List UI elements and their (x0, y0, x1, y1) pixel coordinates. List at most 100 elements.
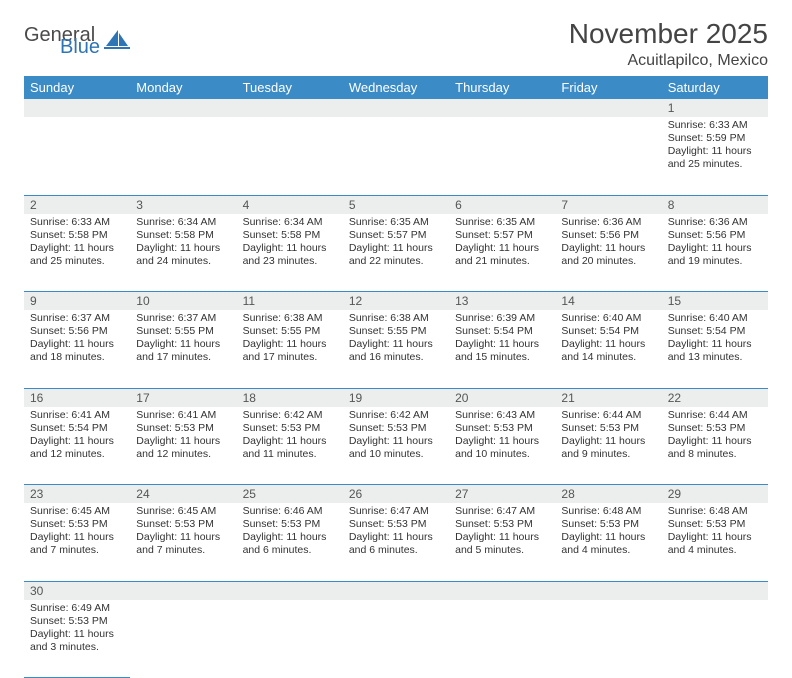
day-cell: Sunrise: 6:44 AMSunset: 5:53 PMDaylight:… (662, 407, 768, 485)
day-cell: Sunrise: 6:40 AMSunset: 5:54 PMDaylight:… (555, 310, 661, 388)
day-cell: Sunrise: 6:36 AMSunset: 5:56 PMDaylight:… (662, 214, 768, 292)
day-cell: Sunrise: 6:34 AMSunset: 5:58 PMDaylight:… (130, 214, 236, 292)
weekday-header: Monday (130, 76, 236, 99)
day-cell: Sunrise: 6:33 AMSunset: 5:58 PMDaylight:… (24, 214, 130, 292)
day-number-row: 2345678 (24, 195, 768, 214)
day-cell: Sunrise: 6:41 AMSunset: 5:53 PMDaylight:… (130, 407, 236, 485)
day-cell (555, 117, 661, 195)
sail-icon (104, 28, 130, 55)
day-cell: Sunrise: 6:36 AMSunset: 5:56 PMDaylight:… (555, 214, 661, 292)
week-row: Sunrise: 6:37 AMSunset: 5:56 PMDaylight:… (24, 310, 768, 388)
day-number-row: 23242526272829 (24, 485, 768, 504)
day-number: 8 (662, 195, 768, 214)
day-number: 11 (237, 292, 343, 311)
day-number: 9 (24, 292, 130, 311)
day-cell: Sunrise: 6:42 AMSunset: 5:53 PMDaylight:… (237, 407, 343, 485)
day-cell (449, 600, 555, 678)
day-number (343, 581, 449, 600)
day-number-row: 1 (24, 99, 768, 117)
day-number: 1 (662, 99, 768, 117)
day-cell (449, 117, 555, 195)
day-number: 24 (130, 485, 236, 504)
day-number (662, 581, 768, 600)
day-cell (130, 117, 236, 195)
day-number (343, 99, 449, 117)
day-cell (237, 600, 343, 678)
day-cell (343, 117, 449, 195)
day-number (130, 99, 236, 117)
day-number: 3 (130, 195, 236, 214)
day-number (449, 99, 555, 117)
day-cell: Sunrise: 6:45 AMSunset: 5:53 PMDaylight:… (24, 503, 130, 581)
day-number (237, 581, 343, 600)
day-number (555, 581, 661, 600)
logo: General Blue (24, 18, 130, 56)
day-cell (662, 600, 768, 678)
day-cell (24, 117, 130, 195)
day-number: 28 (555, 485, 661, 504)
day-number: 6 (449, 195, 555, 214)
location: Acuitlapilco, Mexico (569, 52, 768, 70)
day-cell: Sunrise: 6:42 AMSunset: 5:53 PMDaylight:… (343, 407, 449, 485)
day-cell: Sunrise: 6:35 AMSunset: 5:57 PMDaylight:… (343, 214, 449, 292)
weekday-header: Saturday (662, 76, 768, 99)
week-row: Sunrise: 6:45 AMSunset: 5:53 PMDaylight:… (24, 503, 768, 581)
day-cell: Sunrise: 6:48 AMSunset: 5:53 PMDaylight:… (662, 503, 768, 581)
day-number (237, 99, 343, 117)
calendar-page: General Blue November 2025 Acuitlapilco,… (0, 0, 792, 678)
week-row: Sunrise: 6:41 AMSunset: 5:54 PMDaylight:… (24, 407, 768, 485)
day-number: 23 (24, 485, 130, 504)
day-number: 12 (343, 292, 449, 311)
day-cell (130, 600, 236, 678)
header: General Blue November 2025 Acuitlapilco,… (24, 18, 768, 70)
day-number: 25 (237, 485, 343, 504)
day-number-row: 30 (24, 581, 768, 600)
day-number (555, 99, 661, 117)
day-cell: Sunrise: 6:47 AMSunset: 5:53 PMDaylight:… (449, 503, 555, 581)
day-number: 15 (662, 292, 768, 311)
day-cell: Sunrise: 6:47 AMSunset: 5:53 PMDaylight:… (343, 503, 449, 581)
day-number: 5 (343, 195, 449, 214)
day-number (130, 581, 236, 600)
day-number: 7 (555, 195, 661, 214)
day-number: 27 (449, 485, 555, 504)
weekday-header: Sunday (24, 76, 130, 99)
day-cell: Sunrise: 6:43 AMSunset: 5:53 PMDaylight:… (449, 407, 555, 485)
day-cell: Sunrise: 6:45 AMSunset: 5:53 PMDaylight:… (130, 503, 236, 581)
day-number: 16 (24, 388, 130, 407)
day-number: 2 (24, 195, 130, 214)
day-number: 19 (343, 388, 449, 407)
day-number-row: 16171819202122 (24, 388, 768, 407)
day-cell: Sunrise: 6:46 AMSunset: 5:53 PMDaylight:… (237, 503, 343, 581)
calendar-table: SundayMondayTuesdayWednesdayThursdayFrid… (24, 76, 768, 678)
day-number (449, 581, 555, 600)
day-cell: Sunrise: 6:34 AMSunset: 5:58 PMDaylight:… (237, 214, 343, 292)
weekday-header-row: SundayMondayTuesdayWednesdayThursdayFrid… (24, 76, 768, 99)
week-row: Sunrise: 6:33 AMSunset: 5:59 PMDaylight:… (24, 117, 768, 195)
weekday-header: Friday (555, 76, 661, 99)
day-number: 29 (662, 485, 768, 504)
day-number: 30 (24, 581, 130, 600)
day-cell: Sunrise: 6:35 AMSunset: 5:57 PMDaylight:… (449, 214, 555, 292)
day-cell: Sunrise: 6:44 AMSunset: 5:53 PMDaylight:… (555, 407, 661, 485)
weekday-header: Tuesday (237, 76, 343, 99)
weekday-header: Wednesday (343, 76, 449, 99)
day-number: 13 (449, 292, 555, 311)
day-cell: Sunrise: 6:33 AMSunset: 5:59 PMDaylight:… (662, 117, 768, 195)
week-row: Sunrise: 6:49 AMSunset: 5:53 PMDaylight:… (24, 600, 768, 678)
day-cell: Sunrise: 6:37 AMSunset: 5:56 PMDaylight:… (24, 310, 130, 388)
day-number: 22 (662, 388, 768, 407)
day-cell (237, 117, 343, 195)
day-number: 20 (449, 388, 555, 407)
day-number: 14 (555, 292, 661, 311)
day-cell (343, 600, 449, 678)
month-title: November 2025 (569, 18, 768, 50)
day-cell: Sunrise: 6:49 AMSunset: 5:53 PMDaylight:… (24, 600, 130, 678)
day-number-row: 9101112131415 (24, 292, 768, 311)
day-number: 4 (237, 195, 343, 214)
day-cell: Sunrise: 6:41 AMSunset: 5:54 PMDaylight:… (24, 407, 130, 485)
day-number: 18 (237, 388, 343, 407)
week-row: Sunrise: 6:33 AMSunset: 5:58 PMDaylight:… (24, 214, 768, 292)
day-cell: Sunrise: 6:40 AMSunset: 5:54 PMDaylight:… (662, 310, 768, 388)
day-number (24, 99, 130, 117)
